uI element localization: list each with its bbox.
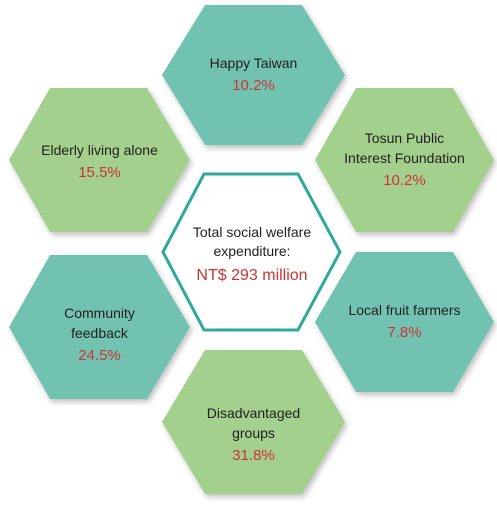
segment-disadvantaged-groups: Disadvantaged groups 31.8% — [165, 390, 342, 480]
hex-happy-taiwan — [162, 5, 345, 145]
segment-value: 24.5% — [78, 347, 121, 364]
segment-label: Tosun Public Interest Foundation — [344, 130, 465, 166]
center-hexagon — [161, 172, 342, 332]
segment-label: Elderly living alone — [41, 142, 158, 158]
segment-label: Local fruit farmers — [348, 302, 461, 318]
segment-community-feedback: Community feedback 24.5% — [12, 290, 187, 380]
segment-happy-taiwan: Happy Taiwan 10.2% — [165, 30, 342, 120]
segment-value: 7.8% — [387, 324, 422, 341]
segment-label: Community feedback — [64, 305, 135, 341]
hex-community-feedback — [9, 255, 190, 399]
segment-value: 10.2% — [232, 77, 275, 94]
hex-disadvantaged-groups — [162, 350, 345, 494]
center-value: NT$ 293 million — [196, 267, 308, 284]
segment-label: Happy Taiwan — [209, 55, 298, 71]
segment-value: 31.8% — [232, 447, 275, 464]
hex-tosun-foundation — [315, 88, 494, 232]
segment-elderly-living-alone: Elderly living alone 15.5% — [12, 130, 187, 194]
center-label: Total social welfare expenditure: — [192, 224, 312, 259]
segment-value: 15.5% — [78, 164, 121, 181]
center-total: Total social welfare expenditure: NT$ 29… — [168, 210, 336, 300]
hex-local-fruit-farmers — [315, 252, 494, 392]
segment-tosun-foundation: Tosun Public Interest Foundation 10.2% — [318, 115, 491, 205]
hex-elderly-living-alone — [9, 88, 190, 232]
segment-local-fruit-farmers: Local fruit farmers 7.8% — [318, 290, 491, 354]
segment-value: 10.2% — [383, 172, 426, 189]
segment-label: Disadvantaged groups — [206, 405, 301, 441]
